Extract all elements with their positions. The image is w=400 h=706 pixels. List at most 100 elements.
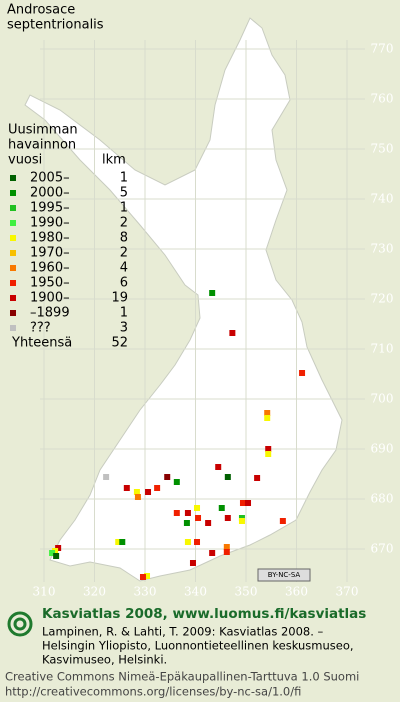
y-tick-label: 700 (371, 392, 394, 406)
legend-swatch (10, 310, 16, 316)
record (133, 489, 140, 495)
y-tick-label: 670 (371, 542, 394, 556)
legend-count: 2 (120, 216, 128, 231)
record (229, 330, 236, 336)
record (265, 451, 272, 457)
legend-swatch (10, 235, 16, 241)
title: Androsace (7, 3, 75, 18)
legend-swatch (10, 220, 16, 226)
legend-count: 4 (120, 261, 128, 276)
x-tick-label: 310 (33, 585, 56, 599)
record (194, 505, 201, 511)
record (224, 474, 231, 480)
y-tick-label: 690 (371, 442, 394, 456)
record (299, 370, 306, 376)
record (184, 510, 191, 516)
record (115, 539, 122, 545)
legend-swatch (10, 250, 16, 256)
record (154, 485, 161, 491)
record (279, 518, 286, 524)
record (53, 553, 60, 559)
y-tick-label: 770 (371, 42, 394, 56)
record (209, 290, 216, 296)
legend-label: 1900– (30, 291, 70, 306)
legend-label: –1899 (30, 306, 70, 321)
record (55, 545, 62, 551)
legend: 2005– 1 2000– 5 1995– 1 1990– 2 1980– 8 1970– 2 1960… (10, 171, 128, 336)
record (139, 574, 146, 580)
record (123, 485, 130, 491)
record (224, 515, 231, 521)
legend-label: 1950– (30, 276, 70, 291)
legend-header: vuosi (8, 153, 42, 168)
legend-swatch (10, 265, 16, 271)
record (145, 489, 152, 495)
record (49, 550, 56, 556)
legend-label: 1990– (30, 216, 70, 231)
record (239, 500, 246, 506)
cc-badge (257, 568, 311, 582)
legend-swatch (10, 205, 16, 211)
x-tick-label: 340 (184, 585, 207, 599)
record (194, 539, 201, 545)
y-tick-label: 720 (371, 292, 394, 306)
record (215, 464, 222, 470)
y-tick-label: 730 (371, 242, 394, 256)
x-tick-label: 370 (336, 585, 359, 599)
legend-count: 3 (120, 321, 128, 336)
x-tick-label: 320 (83, 585, 106, 599)
license: http://creativecommons.org/licenses/by-n… (5, 685, 301, 699)
legend-label: ??? (30, 321, 51, 336)
legend-label: 1960– (30, 261, 70, 276)
record (205, 520, 212, 526)
y-tick-label: 710 (371, 342, 394, 356)
y-tick-label: 740 (371, 192, 394, 206)
citation: Helsingin Yliopisto, Luonnontieteellinen… (42, 639, 354, 653)
legend-header: havainnon (8, 138, 76, 153)
record (218, 505, 225, 511)
legend-label: 1980– (30, 231, 70, 246)
records (49, 290, 306, 580)
record (173, 510, 180, 516)
x-tick-label: 330 (134, 585, 157, 599)
citation: Lampinen, R. & Lahti, T. 2009: Kasviatla… (42, 625, 324, 639)
x-tick-label: 350 (235, 585, 258, 599)
record (52, 548, 59, 554)
legend-swatch (10, 295, 16, 301)
legend-count: 1 (120, 201, 128, 216)
record (264, 410, 271, 416)
legend-swatch (10, 190, 16, 196)
legend-swatch (10, 175, 16, 181)
record (264, 415, 271, 421)
legend-label: 1970– (30, 246, 70, 261)
legend-header: Uusimman (8, 123, 78, 138)
legend-swatch (10, 325, 16, 331)
record (119, 539, 126, 545)
legend-count-header: lkm (102, 153, 126, 168)
legend-label: 2005– (30, 171, 70, 186)
legend-total: 52 (111, 336, 128, 351)
record (103, 474, 110, 480)
record (223, 549, 230, 555)
logo (7, 611, 33, 637)
legend-total-label: Yhteensä (11, 336, 72, 351)
record (223, 544, 230, 550)
legend-count: 1 (120, 306, 128, 321)
record (134, 494, 141, 500)
record (189, 560, 196, 566)
record (254, 475, 261, 481)
legend-count: 5 (120, 186, 128, 201)
record (173, 479, 180, 485)
y-tick-label: 760 (371, 92, 394, 106)
legend-count: 19 (111, 291, 128, 306)
record (184, 539, 191, 545)
legend-label: 2000– (30, 186, 70, 201)
record (209, 550, 216, 556)
legend-count: 6 (120, 276, 128, 291)
record (183, 520, 190, 526)
cc-badge-text: BY-NC-SA (268, 571, 301, 579)
y-tick-label: 680 (371, 492, 394, 506)
record (245, 500, 252, 506)
legend-count: 2 (120, 246, 128, 261)
